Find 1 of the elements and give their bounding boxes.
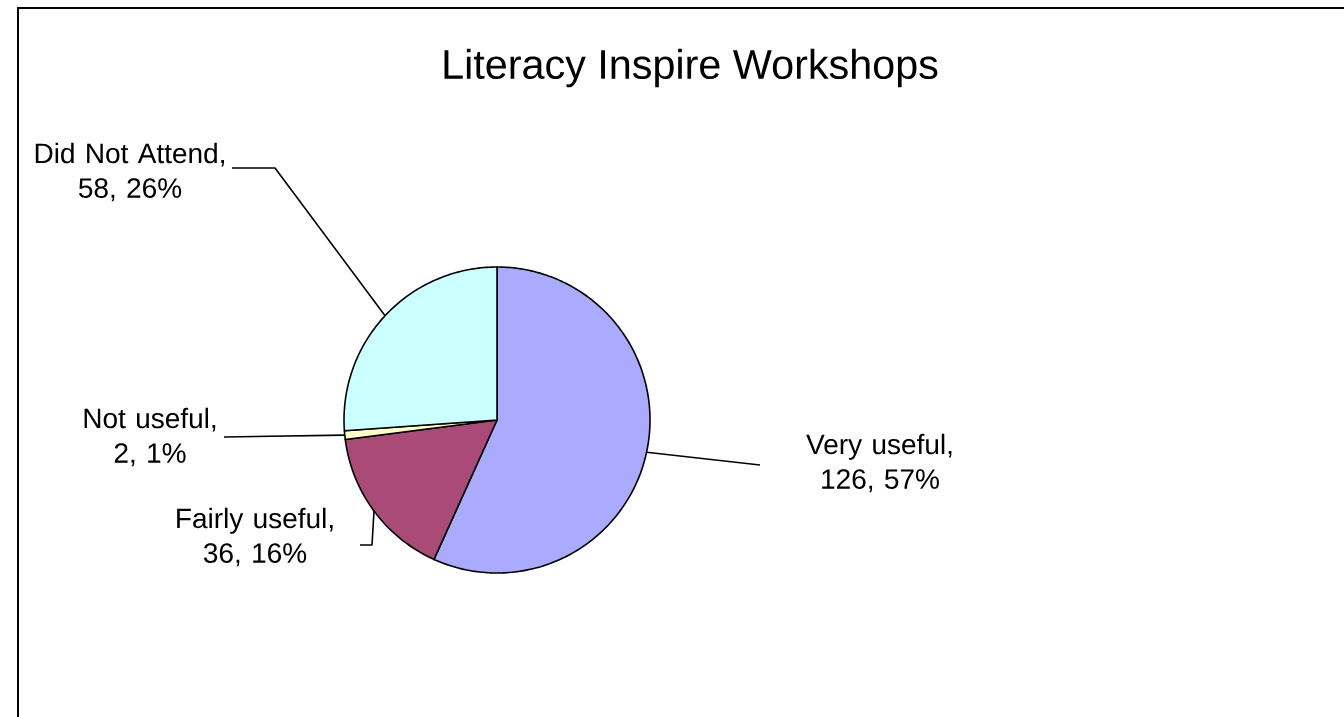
chart-title: Literacy Inspire Workshops bbox=[444, 48, 938, 88]
